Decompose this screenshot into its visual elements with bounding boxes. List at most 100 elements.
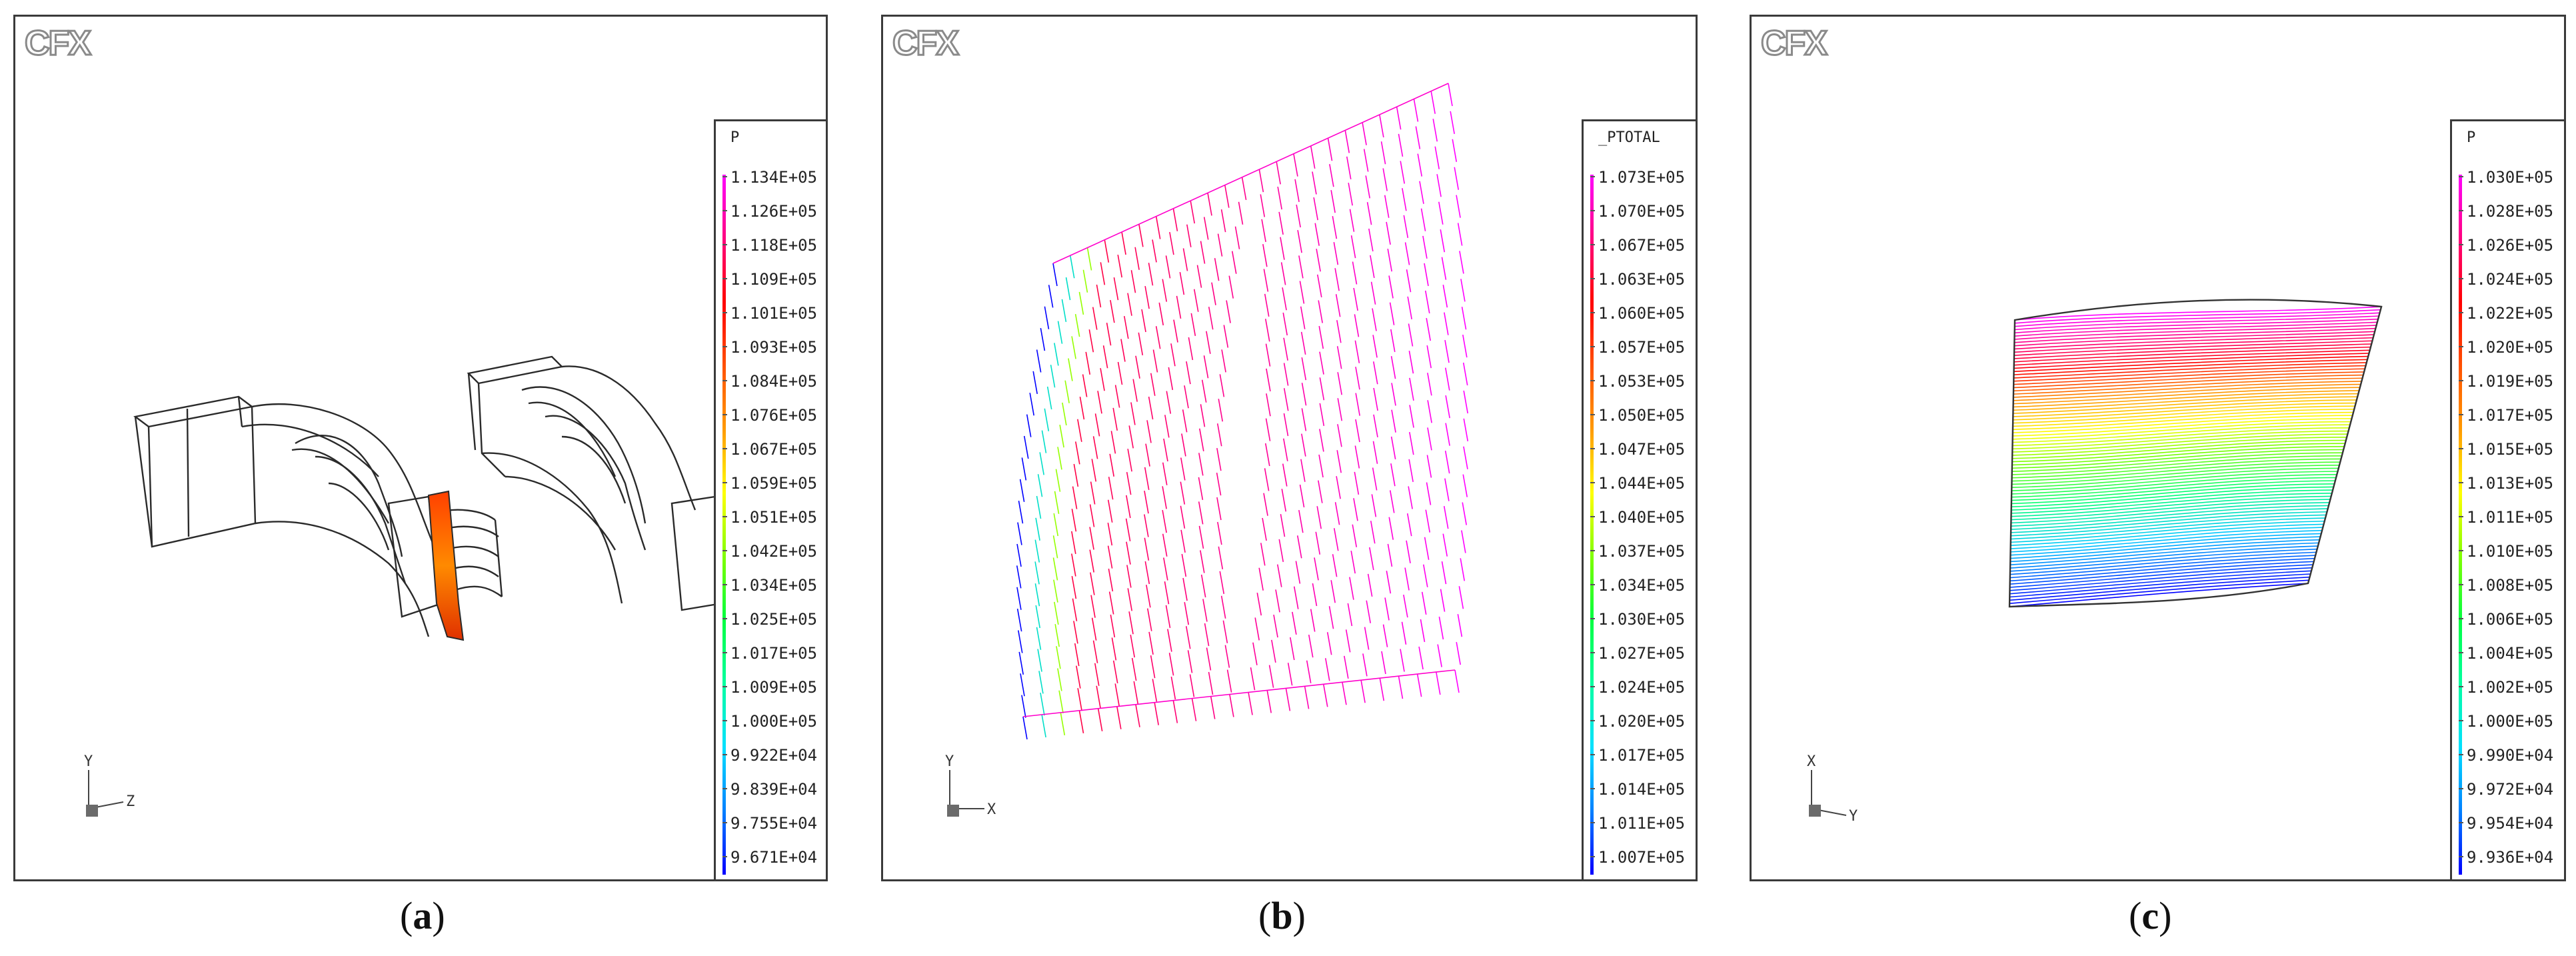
- velocity-vector: [1266, 393, 1271, 417]
- velocity-vector: [1370, 281, 1376, 305]
- velocity-vector: [1336, 450, 1342, 473]
- velocity-vector: [1190, 313, 1196, 337]
- velocity-vector: [1165, 255, 1171, 279]
- legend-tick: 9.954E+04: [2458, 814, 2554, 833]
- contour-line: [2011, 477, 2337, 498]
- velocity-vector: [1190, 200, 1196, 224]
- legend-tick: 1.017E+05: [2458, 406, 2554, 425]
- panel-b-viewport[interactable]: CFX _PTOTAL 1.073E+05 1.070E+05 1.067E+0…: [881, 15, 1698, 881]
- velocity-vector: [1342, 682, 1347, 705]
- velocity-vector: [1170, 676, 1176, 700]
- contour-line: [2012, 437, 2347, 456]
- velocity-vector: [1198, 477, 1204, 501]
- legend-tick: 1.017E+05: [722, 644, 818, 663]
- panel-c-viewport[interactable]: CFX P 1.030E+05 1.028E+05 1.026E+05 1.02…: [1750, 15, 2566, 881]
- velocity-vector: [1188, 337, 1194, 361]
- velocity-vector: [1314, 223, 1320, 246]
- velocity-vector: [1131, 657, 1137, 681]
- velocity-vector: [1057, 668, 1062, 691]
- velocity-vector: [1148, 631, 1154, 655]
- velocity-vector: [1218, 399, 1224, 422]
- legend-tick: 1.011E+05: [2458, 508, 2554, 527]
- velocity-vector: [1316, 506, 1322, 529]
- legend-tick: 1.011E+05: [1590, 814, 1686, 833]
- velocity-vector: [1065, 277, 1071, 301]
- velocity-vector: [1364, 627, 1370, 650]
- velocity-vector: [1402, 188, 1407, 211]
- contour-line: [2014, 325, 2377, 340]
- velocity-vector: [1054, 343, 1059, 366]
- velocity-vector: [1362, 653, 1368, 677]
- velocity-vector: [1135, 355, 1140, 379]
- legend-tick: 1.020E+05: [2458, 338, 2554, 357]
- velocity-vector: [1423, 564, 1428, 587]
- velocity-vector: [1445, 395, 1450, 419]
- velocity-vector: [1041, 714, 1046, 738]
- velocity-vector: [1445, 367, 1450, 391]
- contour-line: [2013, 340, 2373, 356]
- velocity-vector: [1386, 221, 1391, 245]
- velocity-vector: [1073, 463, 1079, 487]
- velocity-vector: [1299, 281, 1305, 304]
- contour-line: [2014, 306, 2382, 321]
- velocity-vector: [1071, 575, 1077, 599]
- velocity-vector: [1386, 571, 1392, 594]
- velocity-vector: [1016, 608, 1022, 632]
- velocity-vector: [1335, 294, 1341, 317]
- contour-line: [2010, 523, 2324, 547]
- velocity-vector: [1056, 646, 1061, 669]
- velocity-vector: [1021, 695, 1026, 718]
- velocity-vector: [1373, 361, 1378, 385]
- axis-side-label: Y: [1849, 808, 1858, 825]
- contour-line: [2013, 393, 2359, 411]
- velocity-vector: [1053, 513, 1059, 537]
- velocity-vector: [1162, 533, 1168, 557]
- velocity-vector: [1409, 377, 1414, 401]
- panel-a-viewport[interactable]: CFX: [13, 15, 828, 881]
- velocity-vector: [1029, 393, 1035, 416]
- velocity-vector: [1037, 474, 1043, 497]
- velocity-vector: [1092, 436, 1098, 459]
- velocity-vector: [1389, 490, 1395, 513]
- cfx-watermark: CFX: [1760, 23, 1829, 64]
- contour-line: [2013, 405, 2355, 424]
- velocity-vector: [1355, 393, 1360, 416]
- contour-line: [2013, 362, 2367, 379]
- velocity-vector: [1337, 398, 1343, 421]
- legend-tick: 1.006E+05: [2458, 610, 2554, 629]
- caption-paren-open: (: [2129, 894, 2142, 937]
- velocity-vector: [1333, 528, 1339, 551]
- velocity-vector: [1265, 319, 1270, 342]
- velocity-vector: [1282, 463, 1288, 487]
- contour-line: [2009, 561, 2314, 585]
- velocity-vector: [1334, 502, 1340, 525]
- caption-paren-close: ): [432, 894, 445, 937]
- contour-line: [2010, 533, 2321, 556]
- legend-tick: 1.044E+05: [1590, 474, 1686, 493]
- velocity-vector: [1264, 293, 1270, 317]
- velocity-vector: [1430, 91, 1436, 114]
- caption-b: (b): [1258, 893, 1306, 938]
- contour-line: [2010, 527, 2323, 549]
- contour-line: [2009, 548, 2317, 572]
- velocity-vector: [1348, 183, 1353, 206]
- velocity-vector: [1426, 482, 1432, 505]
- velocity-vector: [1179, 272, 1185, 295]
- velocity-vector: [1218, 546, 1224, 570]
- velocity-vector: [1172, 700, 1178, 723]
- velocity-vector: [1408, 486, 1413, 509]
- velocity-vector: [1046, 386, 1052, 410]
- velocity-vector: [1096, 284, 1102, 308]
- velocity-vector: [1217, 233, 1223, 257]
- velocity-vector: [1260, 543, 1266, 566]
- velocity-vector: [1016, 565, 1022, 589]
- velocity-vector: [1337, 372, 1342, 395]
- velocity-vector: [1336, 476, 1341, 499]
- contour-line: [2010, 536, 2321, 559]
- velocity-vector: [1163, 438, 1168, 462]
- velocity-vector: [1365, 175, 1370, 199]
- contour-line: [2013, 346, 2371, 363]
- velocity-vector: [1126, 495, 1131, 519]
- velocity-vector: [1200, 550, 1205, 573]
- velocity-vector: [1380, 141, 1386, 165]
